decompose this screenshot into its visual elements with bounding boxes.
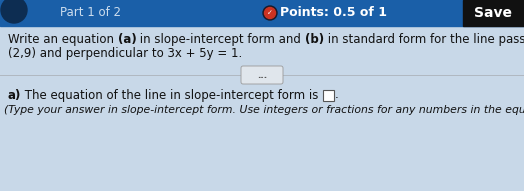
Bar	[0, 26, 524, 191]
Bar	[463, 0, 524, 26]
Text: (2,9) and perpendicular to 3x + 5y = 1.: (2,9) and perpendicular to 3x + 5y = 1.	[8, 46, 242, 60]
Circle shape	[263, 6, 277, 20]
Text: (a): (a)	[118, 33, 136, 46]
Text: ✓: ✓	[267, 10, 273, 16]
Text: in slope-intercept form and: in slope-intercept form and	[136, 33, 305, 46]
FancyBboxPatch shape	[241, 66, 283, 84]
Text: .: .	[334, 88, 339, 101]
Bar	[0, 0, 524, 26]
Text: The equation of the line in slope-intercept form is: The equation of the line in slope-interc…	[21, 88, 322, 101]
Text: Part 1 of 2: Part 1 of 2	[60, 6, 121, 19]
Text: ...: ...	[257, 70, 267, 79]
Text: Save: Save	[474, 6, 512, 20]
Text: a): a)	[8, 88, 21, 101]
Text: Write an equation: Write an equation	[8, 33, 118, 46]
Text: (Type your answer in slope-intercept form. Use integers or fractions for any num: (Type your answer in slope-intercept for…	[4, 105, 524, 115]
Circle shape	[265, 7, 276, 19]
Text: Points: 0.5 of 1: Points: 0.5 of 1	[280, 6, 387, 19]
Circle shape	[1, 0, 27, 23]
Text: in standard form for the line passing through: in standard form for the line passing th…	[324, 33, 524, 46]
Text: (b): (b)	[305, 33, 324, 46]
Bar	[322, 90, 333, 100]
